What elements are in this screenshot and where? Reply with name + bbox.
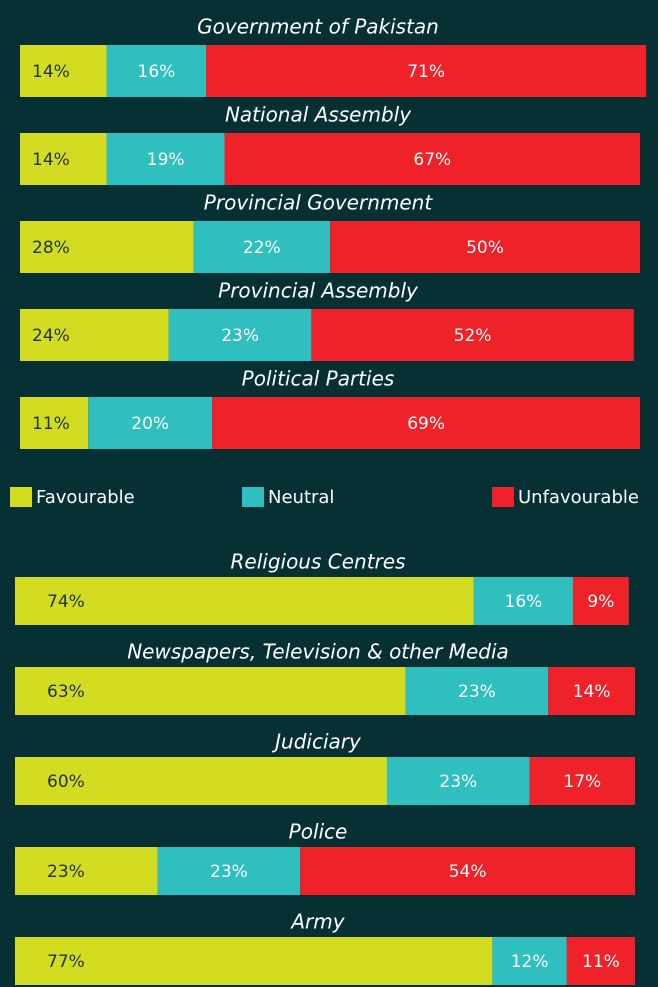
- category-label: Provincial Government: [204, 191, 434, 215]
- value-label: 16%: [138, 62, 176, 82]
- value-label: 50%: [466, 238, 504, 258]
- value-label: 74%: [47, 592, 85, 612]
- value-label: 11%: [582, 952, 620, 972]
- bar-segment: [15, 757, 387, 805]
- value-label: 67%: [413, 150, 451, 170]
- value-label: 14%: [32, 150, 70, 170]
- value-label: 71%: [407, 62, 445, 82]
- value-label: 9%: [587, 592, 614, 612]
- category-label: Army: [289, 910, 345, 934]
- value-label: 63%: [47, 682, 85, 702]
- category-label: Police: [289, 820, 348, 844]
- legend-label: Neutral: [268, 487, 334, 508]
- bar-segment: [311, 309, 634, 361]
- category-label: Judiciary: [271, 730, 362, 754]
- value-label: 69%: [407, 414, 445, 434]
- value-label: 11%: [32, 414, 70, 434]
- bar-segment: [106, 45, 206, 97]
- value-label: 28%: [32, 238, 70, 258]
- value-label: 54%: [449, 862, 487, 882]
- value-label: 52%: [454, 326, 492, 346]
- value-label: 22%: [243, 238, 281, 258]
- category-label: Political Parties: [242, 367, 395, 391]
- category-label: Newspapers, Television & other Media: [127, 640, 509, 664]
- value-label: 20%: [131, 414, 169, 434]
- bar-segment: [330, 221, 640, 273]
- bar-segment: [88, 397, 213, 449]
- value-label: 12%: [511, 952, 549, 972]
- bar-segment: [566, 937, 635, 985]
- category-label: National Assembly: [225, 103, 412, 127]
- bar-segment: [168, 309, 312, 361]
- bar-segment: [473, 577, 573, 625]
- bar-segment: [20, 133, 107, 185]
- bar-segment: [573, 577, 629, 625]
- legend-label: Favourable: [36, 487, 135, 508]
- value-label: 23%: [458, 682, 496, 702]
- value-label: 16%: [505, 592, 543, 612]
- bar-segment: [529, 757, 635, 805]
- legend-swatch: [242, 487, 264, 507]
- bar-segment: [106, 133, 225, 185]
- bar-segment: [15, 667, 406, 715]
- bar-segment: [20, 309, 169, 361]
- category-label: Government of Pakistan: [197, 15, 439, 39]
- value-label: 77%: [47, 952, 85, 972]
- value-label: 14%: [573, 682, 611, 702]
- bar-segment: [387, 757, 530, 805]
- bar-segment: [492, 937, 567, 985]
- legend-swatch: [492, 487, 514, 507]
- value-label: 23%: [221, 326, 259, 346]
- bar-segment: [548, 667, 635, 715]
- value-label: 17%: [563, 772, 601, 792]
- bar-segment: [212, 397, 640, 449]
- bar-segment: [20, 45, 107, 97]
- bar-segment: [15, 937, 493, 985]
- bar-segment: [224, 133, 640, 185]
- value-label: 23%: [439, 772, 477, 792]
- value-label: 14%: [32, 62, 70, 82]
- bar-segment: [15, 577, 474, 625]
- value-label: 60%: [47, 772, 85, 792]
- legend-label: Unfavourable: [518, 487, 639, 508]
- value-label: 23%: [210, 862, 248, 882]
- category-label: Provincial Assembly: [218, 279, 419, 303]
- bar-segment: [157, 847, 301, 895]
- bar-segment: [206, 45, 647, 97]
- legend-swatch: [10, 487, 32, 507]
- category-label: Religious Centres: [231, 550, 406, 574]
- bar-segment: [20, 221, 194, 273]
- bar-segment: [405, 667, 549, 715]
- bar-segment: [193, 221, 330, 273]
- bar-segment: [300, 847, 635, 895]
- bar-segment: [15, 847, 158, 895]
- value-label: 19%: [147, 150, 185, 170]
- value-label: 23%: [47, 862, 85, 882]
- bar-segment: [20, 397, 89, 449]
- value-label: 24%: [32, 326, 70, 346]
